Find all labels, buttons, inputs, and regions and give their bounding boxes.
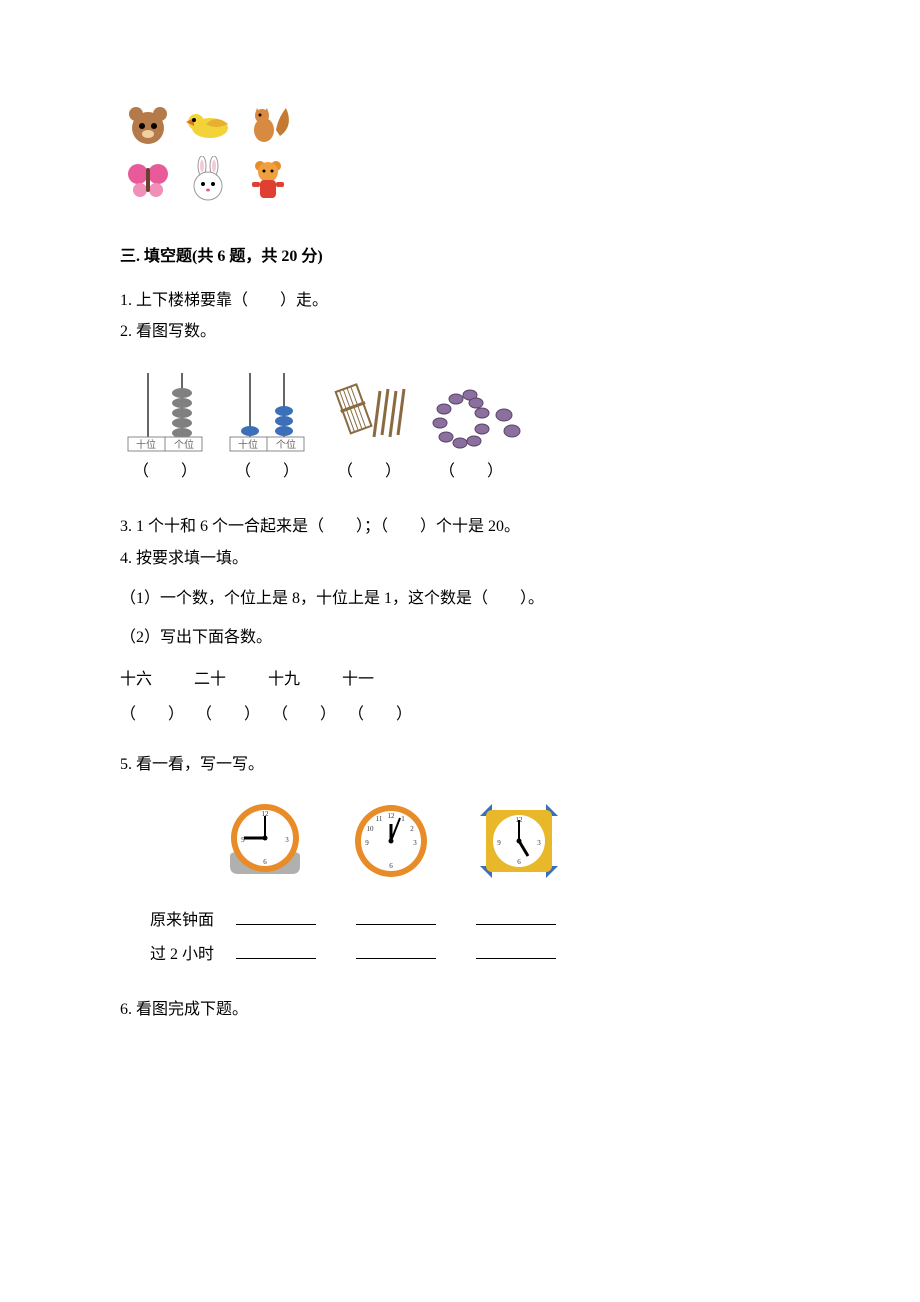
q2: 2. 看图写数。 [120, 319, 800, 345]
abacus-1: 十位 个位 [120, 363, 210, 453]
squirrel-icon [240, 100, 296, 148]
sticks-icon [324, 373, 414, 453]
animals-row-1 [120, 100, 800, 148]
q2-blank-1: （ ） [120, 459, 210, 485]
q2-figures: 十位 个位 十位 个位 [120, 363, 800, 453]
svg-text:6: 6 [517, 858, 521, 866]
svg-text:个位: 个位 [174, 438, 194, 451]
blank-line [236, 909, 316, 925]
q4-word-1: 十六 [120, 667, 152, 693]
beans-icon [426, 383, 526, 453]
blank-line [476, 909, 556, 925]
q4: 4. 按要求填一填。 [120, 546, 800, 572]
q6: 6. 看图完成下题。 [120, 997, 800, 1023]
svg-text:6: 6 [389, 862, 393, 870]
q4-blank-2: （ ） [196, 702, 260, 728]
q5-line2-label: 过 2 小时 [150, 946, 214, 963]
svg-text:6: 6 [263, 858, 267, 866]
q2-blank-3: （ ） [324, 459, 414, 485]
q4-word-3: 十九 [268, 667, 300, 693]
svg-text:2: 2 [410, 825, 414, 833]
svg-text:十位: 十位 [238, 438, 258, 451]
blank-line [356, 909, 436, 925]
q4-blank-4: （ ） [348, 702, 412, 728]
q2-blanks: （ ） （ ） （ ） （ ） [120, 459, 800, 485]
clocks-row: 123 69 123 69 12 1110 [220, 796, 800, 895]
abacus-label: 十位 [136, 438, 156, 451]
q5: 5. 看一看，写一写。 [120, 752, 800, 778]
clock-1: 123 69 [220, 796, 310, 895]
svg-text:3: 3 [285, 836, 289, 844]
q4-words: 十六 二十 十九 十一 [120, 667, 800, 693]
svg-text:1: 1 [401, 815, 405, 823]
clock-2: 12 3 6 9 12 1110 [346, 796, 436, 895]
svg-text:3: 3 [413, 839, 417, 847]
svg-text:3: 3 [537, 839, 541, 847]
rabbit-icon [180, 156, 236, 204]
animals-row-2 [120, 156, 800, 204]
q4-2: （2）写出下面各数。 [120, 625, 800, 651]
bear-icon [120, 100, 176, 148]
blank-line [476, 943, 556, 959]
svg-text:个位: 个位 [276, 438, 296, 451]
q4-blanks: （ ） （ ） （ ） （ ） [120, 702, 800, 728]
teddy-icon [240, 156, 296, 204]
q4-1: （1）一个数，个位上是 8，十位上是 1，这个数是（ ）。 [120, 586, 800, 612]
butterfly-icon [120, 156, 176, 204]
svg-text:9: 9 [365, 839, 369, 847]
q4-blank-3: （ ） [272, 702, 336, 728]
svg-text:10: 10 [367, 825, 375, 833]
q2-blank-2: （ ） [222, 459, 312, 485]
q2-blank-4: （ ） [426, 459, 516, 485]
section-3-title: 三. 填空题(共 6 题，共 20 分) [120, 244, 800, 270]
abacus-2: 十位 个位 [222, 363, 312, 453]
blank-line [236, 943, 316, 959]
clock-answer-lines: 原来钟面 过 2 小时 [150, 908, 800, 967]
svg-text:11: 11 [376, 815, 383, 823]
q5-line1-label: 原来钟面 [150, 912, 214, 929]
svg-text:9: 9 [497, 839, 501, 847]
bird-icon [180, 100, 236, 148]
svg-text:12: 12 [388, 812, 396, 820]
q1: 1. 上下楼梯要靠（ ）走。 [120, 288, 800, 314]
q4-word-4: 十一 [342, 667, 374, 693]
q3: 3. 1 个十和 6 个一合起来是（ ）；（ ）个十是 20。 [120, 514, 800, 540]
q4-blank-1: （ ） [120, 702, 184, 728]
clock-3: 123 69 [472, 796, 566, 895]
blank-line [356, 943, 436, 959]
q4-word-2: 二十 [194, 667, 226, 693]
